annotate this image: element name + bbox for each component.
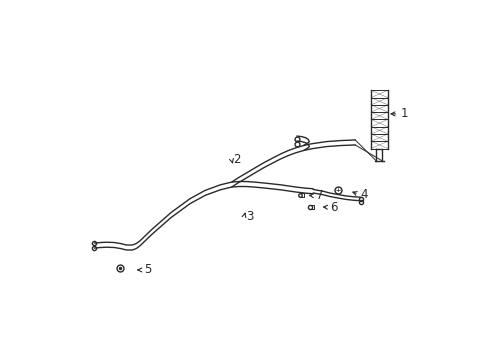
Text: 5: 5	[143, 264, 151, 276]
Text: 6: 6	[329, 201, 337, 214]
Text: 1: 1	[400, 107, 407, 120]
Text: 7: 7	[315, 189, 323, 202]
Text: 2: 2	[233, 153, 241, 166]
Text: 3: 3	[245, 210, 253, 223]
Text: 4: 4	[360, 188, 367, 201]
